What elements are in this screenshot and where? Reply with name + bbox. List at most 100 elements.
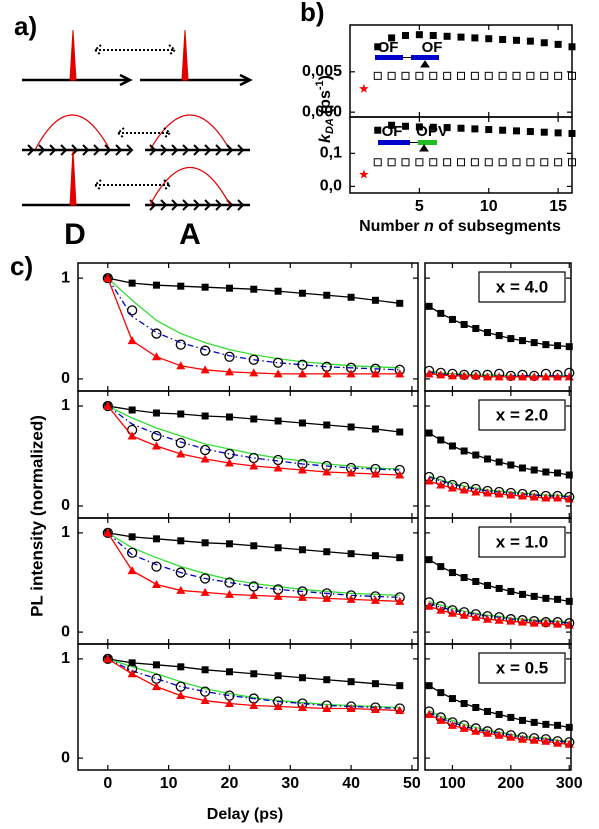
label-part: k: [317, 133, 334, 143]
series-line: [107, 405, 400, 471]
open-square-marker: [457, 71, 465, 80]
square-marker: [507, 587, 515, 595]
triangle-marker: [151, 441, 161, 450]
triangle-marker: [494, 615, 504, 624]
triangle-marker: [447, 720, 457, 729]
star-marker: [359, 169, 369, 179]
open-circle-marker: [151, 561, 162, 572]
annotation: x = 4.0: [496, 277, 548, 296]
opv-bar: [418, 140, 437, 145]
plot-frame: [424, 643, 572, 771]
square-marker: [437, 563, 445, 571]
annotation-box: [478, 526, 566, 558]
square-marker: [128, 406, 136, 414]
triangle-marker: [541, 618, 551, 627]
square-marker: [554, 595, 562, 603]
square-marker: [250, 415, 258, 423]
square-marker: [128, 279, 136, 287]
annotation: x = 0.5: [496, 658, 548, 677]
x-tick-label: 300: [556, 775, 583, 792]
x-tick-label: 100: [439, 775, 466, 792]
square-marker: [396, 299, 404, 307]
label-part: (ps: [317, 90, 334, 114]
square-marker: [530, 466, 538, 474]
triangle-marker: [103, 528, 113, 537]
square-marker: [507, 335, 515, 343]
triangle-marker: [273, 369, 283, 378]
series-line: [107, 658, 400, 710]
square-marker: [565, 597, 573, 605]
series-line: [428, 305, 570, 348]
triangle-marker: [424, 601, 434, 610]
open-square-marker: [498, 71, 507, 80]
open-square-marker: [484, 158, 493, 167]
panel-label: c): [10, 251, 33, 281]
square-marker: [371, 296, 379, 304]
square-marker: [177, 663, 185, 671]
square-marker: [554, 469, 562, 477]
square-marker: [201, 539, 209, 547]
triangle-marker: [151, 682, 161, 691]
open-square-marker: [373, 71, 382, 80]
square-marker: [201, 666, 209, 674]
square-marker: [298, 546, 306, 554]
x-tick-label: 20: [221, 775, 239, 792]
square-marker: [298, 289, 306, 297]
square-marker: [425, 682, 433, 690]
triangle-marker: [482, 728, 492, 737]
triangle-marker: [529, 372, 539, 381]
triangle-marker: [459, 723, 469, 732]
open-circle-marker: [224, 577, 235, 588]
square-marker: [526, 128, 534, 136]
square-marker: [483, 455, 491, 463]
y-tick-label: 0,000: [302, 103, 342, 120]
triangle-marker: [506, 732, 516, 741]
square-marker: [443, 124, 451, 132]
triangle-marker: [482, 372, 492, 381]
axis-line: [22, 148, 250, 207]
triangle-marker: [273, 463, 283, 472]
triangle-marker: [370, 704, 380, 713]
square-marker: [152, 281, 160, 289]
triangle-marker: [553, 493, 563, 502]
square-marker: [471, 34, 479, 42]
triangle-marker: [322, 593, 332, 602]
triangle-marker: [346, 594, 356, 603]
square-marker: [323, 421, 331, 429]
square-marker: [374, 126, 382, 134]
x-tick-label: 200: [497, 775, 524, 792]
triangle-marker: [459, 371, 469, 380]
square-marker: [460, 700, 468, 708]
triangle-marker: [151, 579, 161, 588]
of-bar: [375, 55, 403, 60]
triangle-marker: [395, 596, 405, 605]
series-line: [107, 277, 400, 371]
open-circle-marker: [199, 345, 211, 356]
y-tick-label: 0,005: [302, 63, 342, 80]
square-marker: [472, 451, 480, 459]
triangle-marker: [151, 352, 161, 361]
square-marker: [274, 544, 282, 552]
square-marker: [519, 464, 527, 472]
open-square-marker: [526, 158, 535, 167]
square-marker: [437, 436, 445, 444]
transfer-arrow: [116, 127, 172, 139]
square-marker: [554, 342, 562, 350]
open-square-marker: [498, 158, 507, 167]
link: [410, 142, 429, 152]
square-marker: [526, 37, 534, 45]
square-marker: [495, 710, 503, 718]
label-part: DA: [324, 118, 336, 134]
square-marker: [460, 574, 468, 582]
square-marker: [565, 723, 573, 731]
square-marker: [448, 695, 456, 703]
x-tick-label: 5: [415, 198, 424, 215]
triangle-marker: [176, 361, 186, 370]
square-marker: [177, 537, 185, 545]
triangle-marker: [506, 616, 516, 625]
square-marker: [483, 707, 491, 715]
triangle-marker: [518, 491, 528, 500]
triangle-marker: [494, 489, 504, 498]
open-circle-marker: [151, 328, 162, 339]
square-marker: [225, 540, 233, 548]
